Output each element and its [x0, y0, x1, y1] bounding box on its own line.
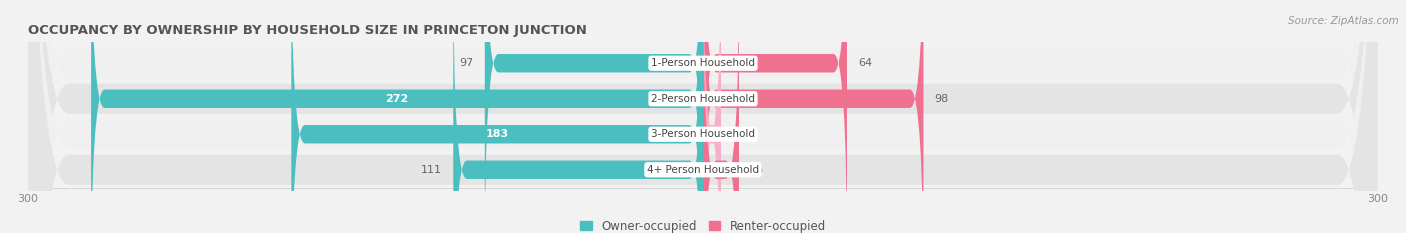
Text: 3-Person Household: 3-Person Household — [651, 129, 755, 139]
FancyBboxPatch shape — [28, 0, 1378, 233]
Legend: Owner-occupied, Renter-occupied: Owner-occupied, Renter-occupied — [575, 215, 831, 233]
Text: 64: 64 — [858, 58, 872, 68]
FancyBboxPatch shape — [703, 0, 924, 233]
FancyBboxPatch shape — [28, 0, 1378, 233]
Text: OCCUPANCY BY OWNERSHIP BY HOUSEHOLD SIZE IN PRINCETON JUNCTION: OCCUPANCY BY OWNERSHIP BY HOUSEHOLD SIZE… — [28, 24, 586, 37]
FancyBboxPatch shape — [91, 0, 703, 233]
FancyBboxPatch shape — [703, 0, 846, 233]
Text: 2-Person Household: 2-Person Household — [651, 94, 755, 104]
FancyBboxPatch shape — [28, 0, 1378, 233]
Text: 0: 0 — [733, 129, 740, 139]
Text: 16: 16 — [751, 165, 765, 175]
Text: 183: 183 — [485, 129, 509, 139]
Text: 111: 111 — [420, 165, 441, 175]
Text: 1-Person Household: 1-Person Household — [651, 58, 755, 68]
Text: 98: 98 — [935, 94, 949, 104]
FancyBboxPatch shape — [291, 0, 703, 233]
FancyBboxPatch shape — [703, 0, 721, 233]
Text: 4+ Person Household: 4+ Person Household — [647, 165, 759, 175]
FancyBboxPatch shape — [28, 0, 1378, 233]
FancyBboxPatch shape — [485, 0, 703, 233]
FancyBboxPatch shape — [703, 0, 740, 233]
Text: Source: ZipAtlas.com: Source: ZipAtlas.com — [1288, 16, 1399, 26]
FancyBboxPatch shape — [453, 0, 703, 233]
Text: 272: 272 — [385, 94, 409, 104]
Text: 97: 97 — [460, 58, 474, 68]
